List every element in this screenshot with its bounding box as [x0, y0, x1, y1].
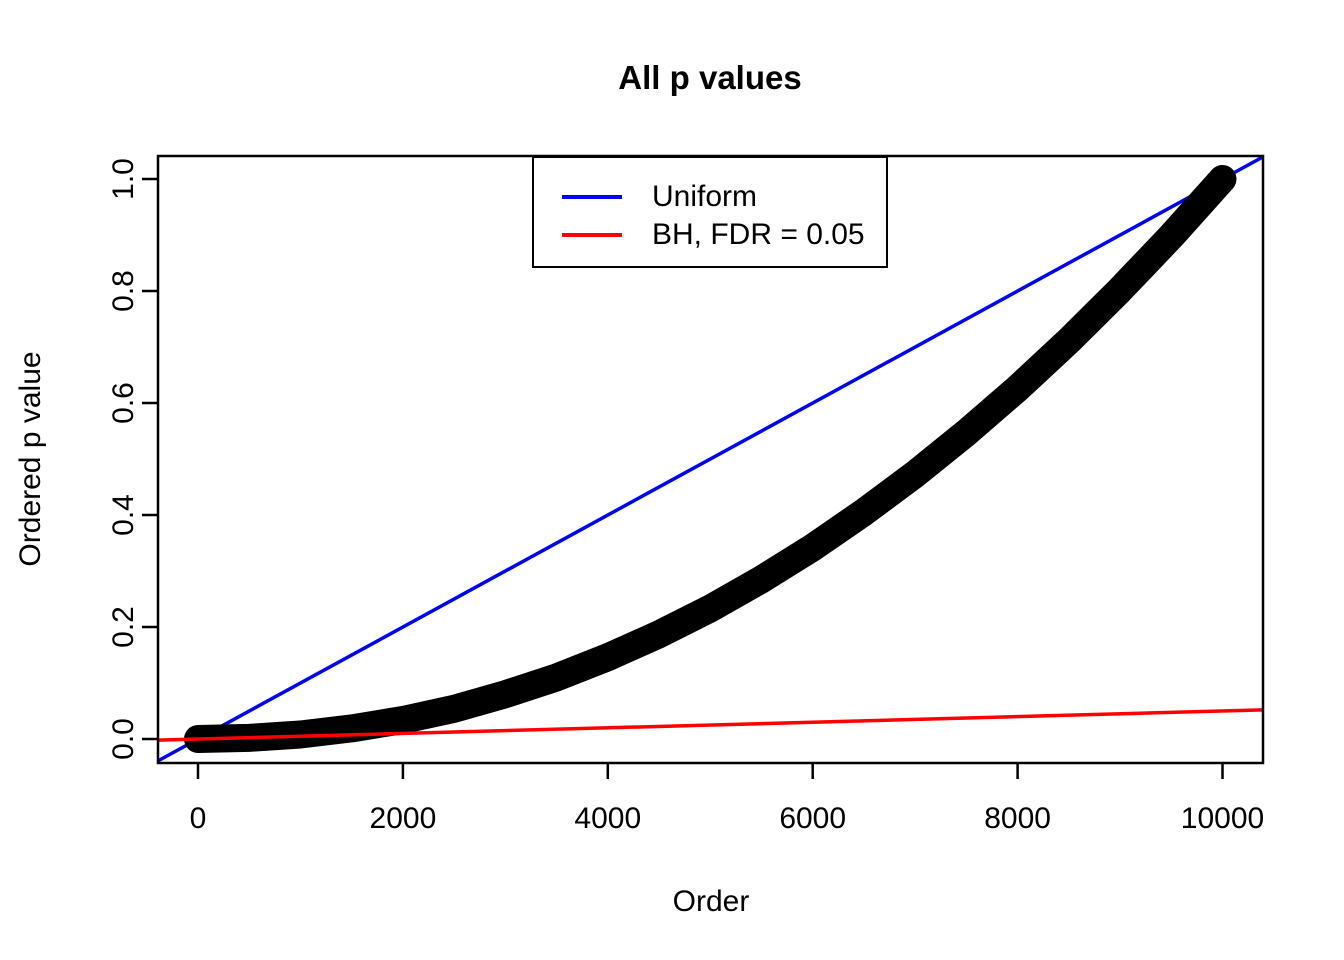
legend-line-sample-uniform — [562, 195, 622, 199]
plot-title: All p values — [618, 59, 801, 96]
series-layer — [157, 155, 1264, 763]
legend-item-bh: BH, FDR = 0.05 — [562, 216, 886, 254]
legend-item-uniform: Uniform — [562, 178, 886, 216]
legend-label-bh: BH, FDR = 0.05 — [652, 218, 865, 251]
x-axis-label: Order — [673, 885, 750, 918]
y-tick-label: 1.0 — [107, 158, 140, 200]
legend-label-uniform: Uniform — [652, 180, 758, 213]
x-tick-label: 2000 — [370, 802, 437, 835]
ordered-p-values-curve — [184, 165, 1237, 753]
legend-line-sample-bh — [562, 233, 622, 237]
x-tick-label: 8000 — [984, 802, 1051, 835]
legend: Uniform BH, FDR = 0.05 — [532, 156, 888, 268]
x-tick-label: 10000 — [1181, 802, 1264, 835]
bh-fdr-threshold-line — [157, 708, 1264, 742]
x-tick-label: 4000 — [574, 802, 641, 835]
uniform-reference-line — [157, 155, 1264, 763]
y-tick-label: 0.8 — [107, 270, 140, 312]
y-tick-label: 0.0 — [107, 718, 140, 760]
y-tick-label: 0.2 — [107, 606, 140, 648]
y-axis-label: Ordered p value — [14, 351, 47, 566]
y-tick-label: 0.6 — [107, 382, 140, 424]
x-tick-label: 6000 — [779, 802, 846, 835]
x-tick-label: 0 — [190, 802, 207, 835]
axis-layer: 0 2000 4000 6000 8000 10000 0.0 0.2 0.4 0.6 0.8 1.0 — [107, 158, 1264, 835]
y-tick-label: 0.4 — [107, 494, 140, 536]
